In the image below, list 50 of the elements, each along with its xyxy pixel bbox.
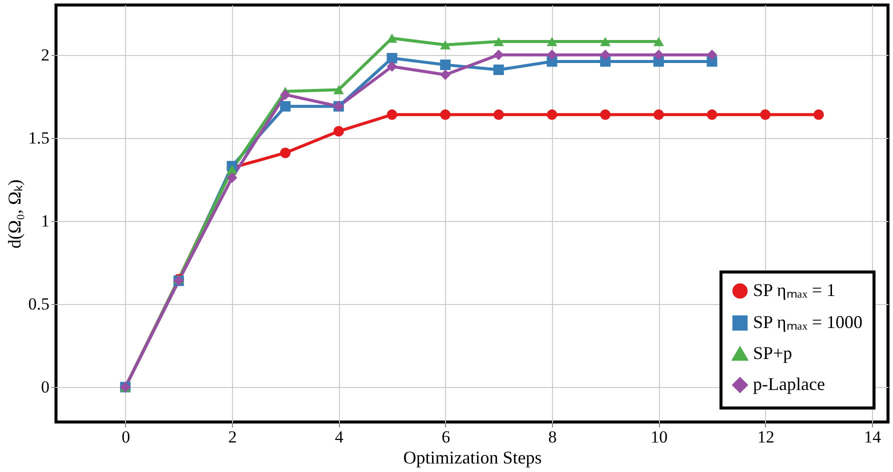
point [600,50,611,60]
point [546,50,558,60]
point [493,109,504,120]
point [386,61,398,72]
point [333,126,344,136]
point [706,50,718,60]
y-tick-label: 0.5 [28,294,50,314]
point [386,34,398,43]
point [760,109,771,120]
legend-label: SP ηₘₐₓ = 1000 [753,312,863,332]
y-axis-title: d(Ω₀, Ωₖ) [4,179,24,249]
point [600,109,611,120]
x-tick-label: 12 [757,428,774,446]
point [386,52,398,64]
point [600,37,611,46]
legend-label: p-Laplace [753,374,825,394]
point [440,109,451,120]
x-tick-label: 2 [228,428,237,446]
legend-label: SP+p [753,343,792,363]
x-axis-title: Optimization Steps [403,448,542,468]
y-tick-label: 1.5 [28,128,50,148]
x-tick-label: 4 [334,428,344,446]
point [493,64,504,76]
point [440,70,451,80]
point [653,109,664,120]
point [653,50,664,60]
x-tick-label: 10 [650,428,668,446]
y-tick-label: 1 [41,211,50,230]
y-tick-label: 2 [41,45,50,64]
point [653,37,664,46]
x-tick-label: 8 [548,428,557,446]
x-tick-label: 6 [442,428,450,446]
point [226,172,238,184]
point [546,37,558,46]
point [386,109,398,120]
point [546,109,558,120]
point [280,101,291,112]
point [493,50,504,60]
point [440,60,451,70]
point [280,148,291,158]
point [706,109,718,120]
point [440,40,451,50]
x-tick-label: 14 [864,428,882,446]
point [813,109,824,120]
legend-label: SP ηₘₐₓ = 1 [753,280,836,300]
x-tick-label: 0 [122,428,130,446]
point [493,37,504,46]
point [280,89,291,100]
y-tick-label: 0 [41,378,50,397]
point [333,85,344,94]
